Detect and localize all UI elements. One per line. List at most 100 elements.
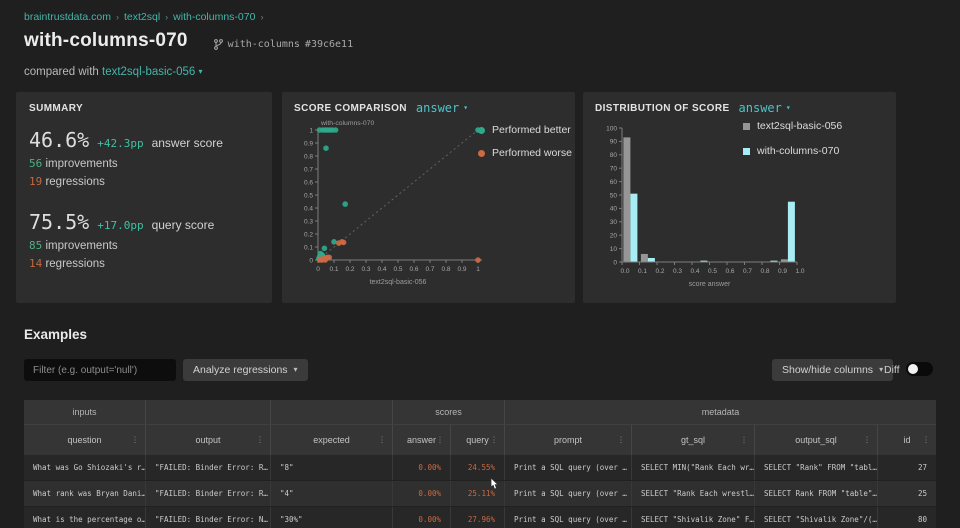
cell-answer: 0.00% bbox=[393, 455, 451, 480]
table-row[interactable]: What rank was Bryan Dani…"FAILED: Binder… bbox=[24, 481, 936, 507]
svg-text:60: 60 bbox=[610, 179, 618, 186]
svg-text:0.8: 0.8 bbox=[304, 153, 313, 160]
breadcrumb-separator: › bbox=[260, 12, 263, 22]
svg-text:20: 20 bbox=[610, 233, 618, 240]
svg-text:0.6: 0.6 bbox=[725, 268, 734, 275]
svg-text:score answer: score answer bbox=[689, 281, 731, 288]
column-label: output bbox=[195, 435, 220, 445]
query-score-delta: +17.0pp bbox=[97, 219, 143, 232]
cell-expected: "4" bbox=[271, 481, 393, 506]
column-menu-icon[interactable]: ⋮ bbox=[131, 436, 139, 445]
answer-regressions: 19 regressions bbox=[29, 175, 259, 188]
table-column-header: question⋮output⋮expected⋮answer⋮query⋮pr… bbox=[24, 424, 936, 455]
column-header-output_sql[interactable]: output_sql⋮ bbox=[755, 425, 878, 455]
cell-answer: 0.00% bbox=[393, 481, 451, 506]
compared-experiment-dropdown[interactable]: text2sql-basic-056 ▾ bbox=[102, 66, 203, 78]
cell-prompt: Print a SQL query (over … bbox=[505, 455, 632, 480]
column-menu-icon[interactable]: ⋮ bbox=[863, 436, 871, 445]
worse-dot-icon bbox=[478, 150, 485, 157]
git-info: with-columns #39c6e11 bbox=[214, 39, 353, 50]
column-header-answer[interactable]: answer⋮ bbox=[393, 425, 451, 455]
diff-toggle[interactable] bbox=[906, 362, 933, 376]
column-menu-icon[interactable]: ⋮ bbox=[490, 436, 498, 445]
svg-text:0.2: 0.2 bbox=[345, 266, 354, 273]
column-header-output[interactable]: output ⋮ bbox=[146, 425, 271, 455]
column-header-gt_sql[interactable]: gt_sql ⋮ bbox=[632, 425, 755, 455]
column-label: expected bbox=[313, 435, 350, 445]
legend-item-better: Performed better bbox=[478, 124, 572, 136]
chevron-down-icon: ▾ bbox=[294, 365, 298, 374]
diff-toggle-knob bbox=[908, 364, 918, 374]
svg-text:80: 80 bbox=[610, 152, 618, 159]
column-header-query[interactable]: query⋮ bbox=[451, 425, 505, 455]
group-header-blank bbox=[146, 400, 271, 424]
table-row[interactable]: What is the percentage o…"FAILED: Binder… bbox=[24, 507, 936, 528]
svg-text:0.6: 0.6 bbox=[409, 266, 418, 273]
column-menu-icon[interactable]: ⋮ bbox=[378, 436, 386, 445]
column-menu-icon[interactable]: ⋮ bbox=[617, 436, 625, 445]
column-label: query bbox=[466, 435, 489, 445]
breadcrumb-link-experiment[interactable]: with-columns-070 bbox=[173, 11, 255, 23]
show-hide-columns-button[interactable]: Show/hide columns ▾ bbox=[772, 359, 893, 381]
svg-text:0.4: 0.4 bbox=[690, 268, 699, 275]
analyze-regressions-button[interactable]: Analyze regressions ▾ bbox=[183, 359, 308, 381]
svg-text:with-columns-070: with-columns-070 bbox=[320, 120, 374, 127]
compared-with-label: compared with bbox=[24, 66, 99, 78]
svg-text:0.3: 0.3 bbox=[361, 266, 370, 273]
cell-output_sql: SELECT "Rank" FROM "tabl… bbox=[755, 455, 878, 480]
column-label: prompt bbox=[554, 435, 582, 445]
column-header-expected[interactable]: expected ⋮ bbox=[271, 425, 393, 455]
breadcrumb-link-project[interactable]: text2sql bbox=[124, 11, 160, 23]
distribution-panel: DISTRIBUTION OF SCORE answer ▾ 010203040… bbox=[583, 92, 896, 303]
answer-score-metric: 46.6% +42.3pp answer score 56 improvemen… bbox=[29, 128, 259, 188]
cell-question: What is the percentage o… bbox=[24, 507, 146, 528]
distribution-field-dropdown[interactable]: answer ▾ bbox=[739, 101, 791, 115]
breadcrumb: braintrustdata.com›text2sql›with-columns… bbox=[24, 11, 268, 23]
svg-text:0.7: 0.7 bbox=[304, 166, 313, 173]
cell-gt_sql: SELECT MIN("Rank Each wr… bbox=[632, 455, 755, 480]
experiment-swatch-icon bbox=[743, 148, 750, 155]
examples-heading: Examples bbox=[24, 327, 87, 342]
group-header-blank bbox=[271, 400, 393, 424]
svg-text:0.3: 0.3 bbox=[673, 268, 682, 275]
score-comparison-field-dropdown[interactable]: answer ▾ bbox=[416, 101, 468, 115]
score-comparison-panel: SCORE COMPARISON answer ▾ 00.10.20.30.40… bbox=[282, 92, 575, 303]
column-menu-icon[interactable]: ⋮ bbox=[436, 436, 444, 445]
column-header-prompt[interactable]: prompt ⋮ bbox=[505, 425, 632, 455]
svg-text:0.4: 0.4 bbox=[304, 205, 313, 212]
answer-score-label: answer score bbox=[152, 136, 223, 150]
column-label: gt_sql bbox=[681, 435, 705, 445]
svg-text:0.9: 0.9 bbox=[304, 140, 313, 147]
chevron-down-icon: ▾ bbox=[786, 103, 791, 112]
cell-output_sql: SELECT "Shivalik Zone"/(… bbox=[755, 507, 878, 528]
distribution-title: DISTRIBUTION OF SCORE bbox=[595, 103, 730, 114]
svg-text:0.7: 0.7 bbox=[425, 266, 434, 273]
legend-item-baseline: text2sql-basic-056 bbox=[743, 120, 842, 132]
breadcrumb-link-org[interactable]: braintrustdata.com bbox=[24, 11, 111, 23]
svg-text:0.9: 0.9 bbox=[778, 268, 787, 275]
filter-input[interactable] bbox=[24, 359, 176, 381]
svg-text:70: 70 bbox=[610, 166, 618, 173]
svg-text:0.1: 0.1 bbox=[638, 268, 647, 275]
branch-name: with-columns bbox=[228, 39, 300, 50]
svg-text:90: 90 bbox=[610, 139, 618, 146]
column-label: id bbox=[903, 435, 910, 445]
column-menu-icon[interactable]: ⋮ bbox=[740, 436, 748, 445]
query-score-value: 75.5% bbox=[29, 210, 89, 234]
column-header-id[interactable]: id ⋮ bbox=[878, 425, 936, 455]
svg-text:0.2: 0.2 bbox=[304, 231, 313, 238]
svg-text:0.5: 0.5 bbox=[393, 266, 402, 273]
table-row[interactable]: What was Go Shiozaki's r…"FAILED: Binder… bbox=[24, 455, 936, 481]
column-menu-icon[interactable]: ⋮ bbox=[256, 436, 264, 445]
score-comparison-title: SCORE COMPARISON bbox=[294, 103, 407, 114]
chevron-down-icon: ▾ bbox=[463, 103, 468, 112]
chevron-down-icon: ▾ bbox=[199, 67, 203, 76]
svg-text:0.4: 0.4 bbox=[377, 266, 386, 273]
svg-text:0.8: 0.8 bbox=[441, 266, 450, 273]
svg-text:1.0: 1.0 bbox=[795, 268, 804, 275]
legend-item-experiment: with-columns-070 bbox=[743, 145, 842, 157]
column-header-question[interactable]: question⋮ bbox=[24, 425, 146, 455]
column-menu-icon[interactable]: ⋮ bbox=[922, 436, 930, 445]
svg-text:0.8: 0.8 bbox=[760, 268, 769, 275]
cell-gt_sql: SELECT "Rank Each wrestl… bbox=[632, 481, 755, 506]
